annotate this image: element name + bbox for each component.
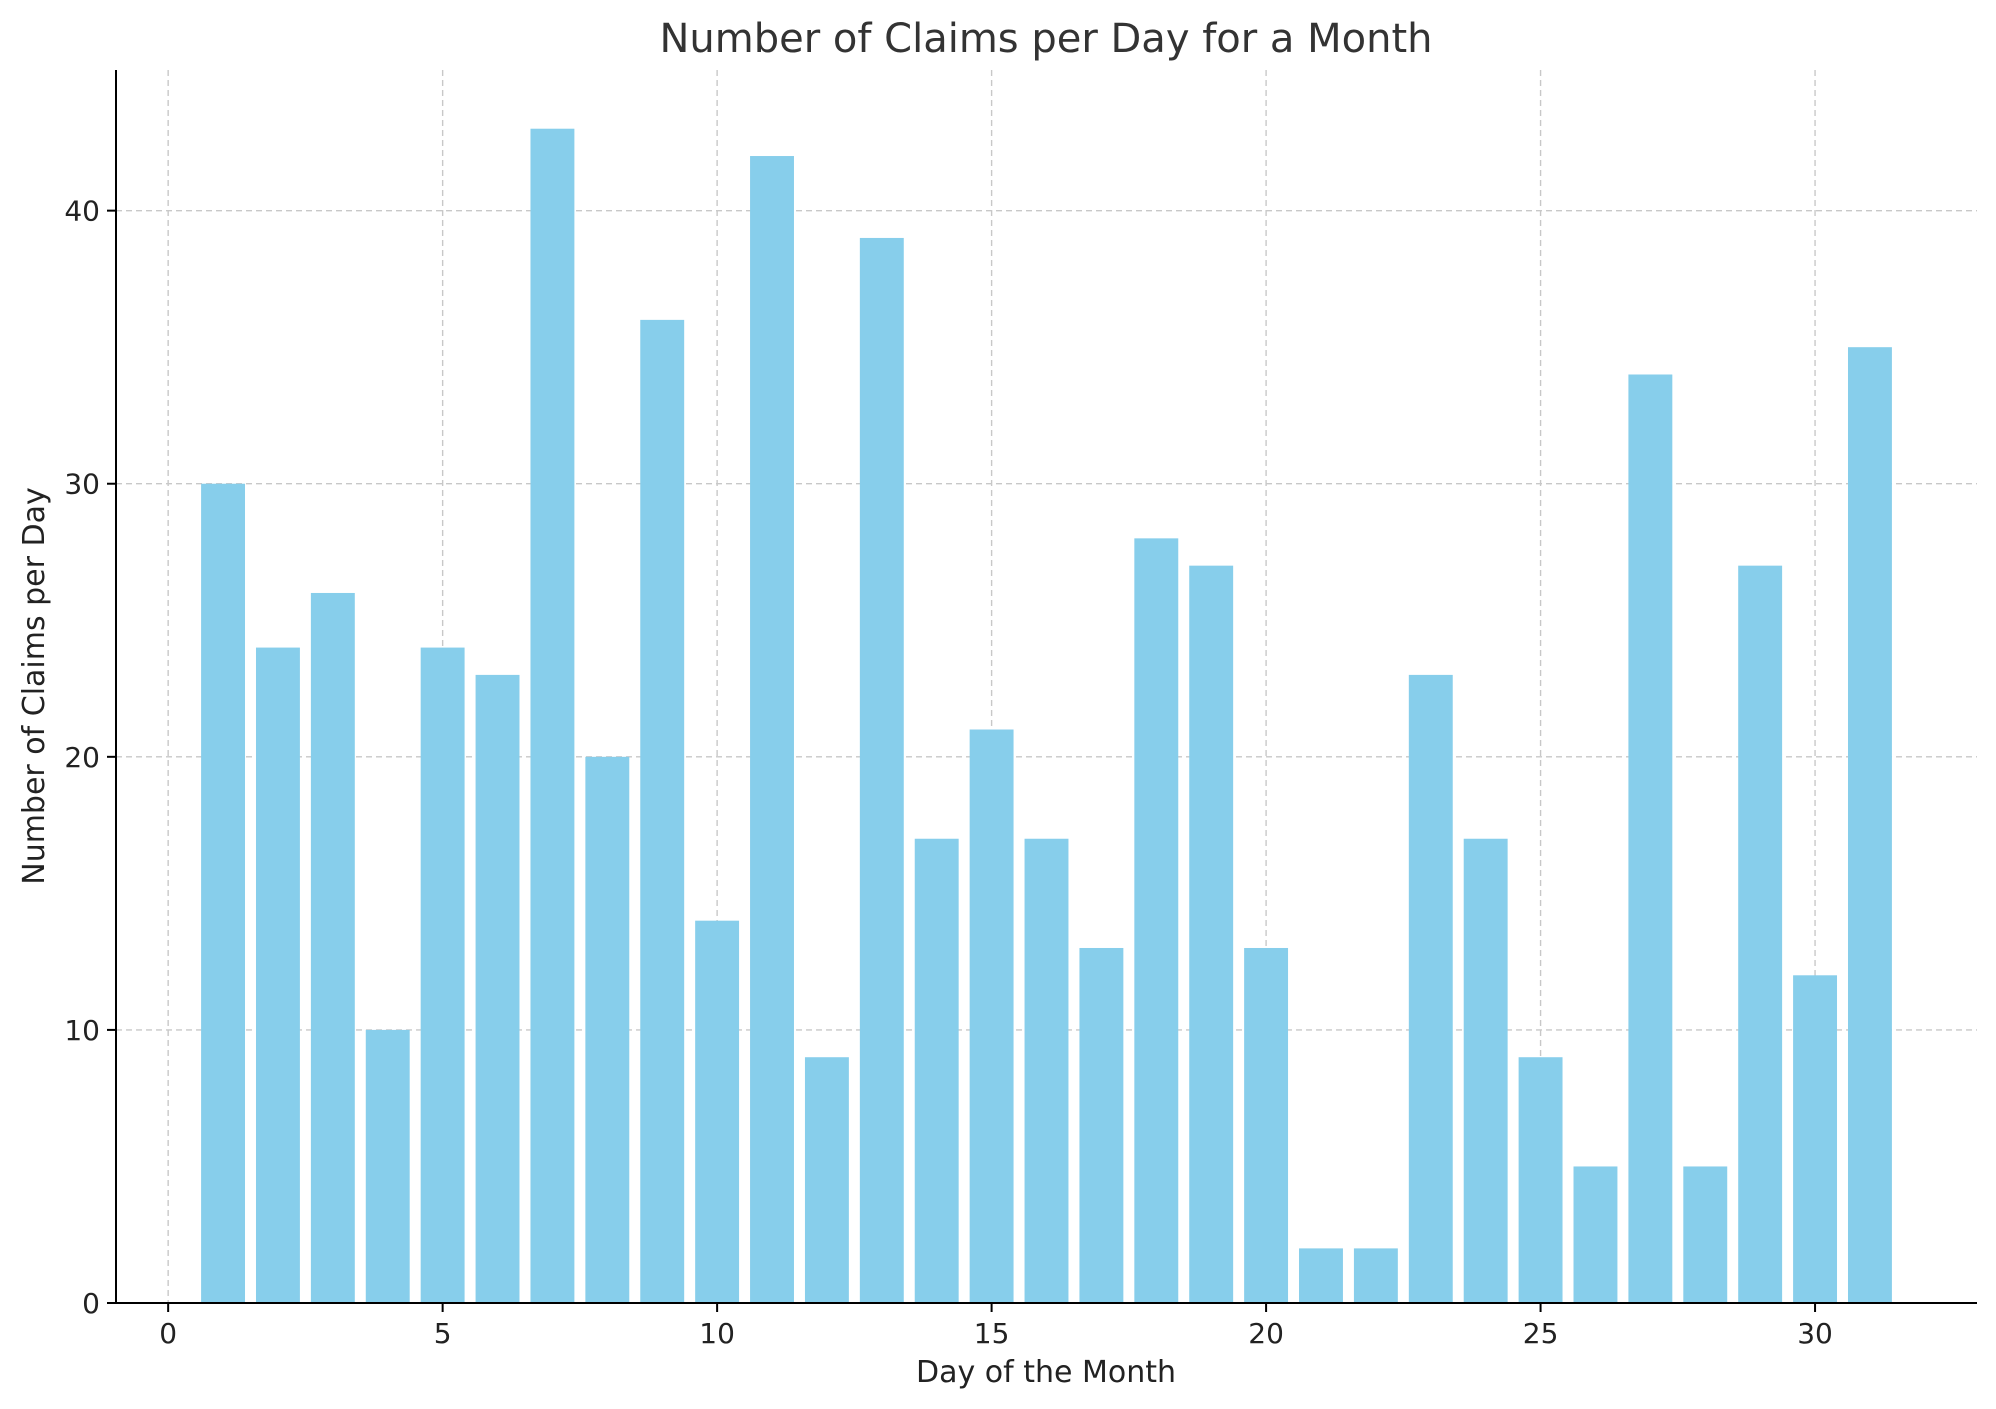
bar-day-20 [1244,947,1289,1303]
bar-day-8 [585,756,630,1303]
x-tick-label: 0 [159,1317,177,1350]
bar-day-31 [1847,347,1892,1303]
bar-day-12 [804,1057,849,1303]
bar-day-5 [420,647,465,1303]
bar-day-19 [1189,565,1234,1303]
bar-day-27 [1628,374,1673,1304]
bars-layer [201,128,1892,1304]
bar-day-11 [750,156,794,1304]
y-tick-label: 30 [64,468,100,501]
bar-day-23 [1408,674,1453,1303]
y-tick-label: 40 [64,195,100,228]
x-tick-label: 15 [974,1317,1010,1350]
bar-day-6 [475,674,520,1303]
bar-day-2 [255,647,300,1303]
bar-day-21 [1299,1248,1343,1303]
bar-day-14 [914,838,959,1303]
x-tick-label: 10 [699,1317,735,1350]
bar-day-7 [530,128,575,1304]
x-tick-label: 5 [434,1317,452,1350]
y-tick-label: 20 [64,741,100,774]
bar-day-9 [640,319,685,1303]
ticks-layer: 0 5 10 15 20 25 30 0 10 20 30 40 [64,195,1833,1350]
bar-day-3 [310,592,355,1303]
bar-day-29 [1738,565,1783,1303]
bar-day-25 [1518,1057,1563,1303]
bar-day-15 [969,729,1014,1303]
bar-day-10 [695,920,740,1303]
x-axis-label: Day of the Month [916,1355,1176,1390]
chart-title: Number of Claims per Day for a Month [659,16,1432,62]
bar-day-18 [1134,538,1179,1303]
bar-day-26 [1573,1166,1618,1303]
bar-day-24 [1463,838,1508,1303]
x-tick-label: 20 [1248,1317,1284,1350]
bar-day-4 [365,1029,410,1303]
axes-layer [115,70,1977,1304]
bar-day-16 [1024,838,1069,1303]
x-tick-label: 25 [1523,1317,1559,1350]
bar-day-22 [1353,1248,1398,1303]
bar-day-30 [1793,975,1838,1303]
bar-day-17 [1079,947,1124,1303]
bar-day-13 [859,237,904,1303]
y-tick-label: 0 [82,1287,100,1320]
bar-day-1 [201,483,246,1303]
x-tick-label: 30 [1797,1317,1833,1350]
y-axis-label: Number of Claims per Day [17,487,52,885]
y-tick-label: 10 [64,1014,100,1047]
bar-day-28 [1683,1166,1728,1303]
